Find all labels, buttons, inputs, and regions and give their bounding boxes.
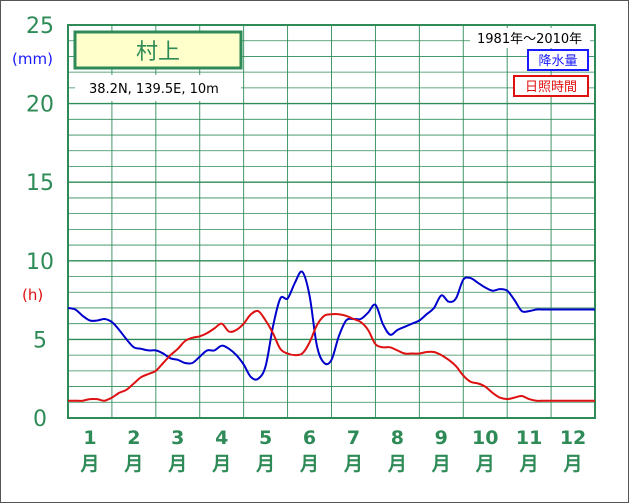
y-tick-label: 10	[26, 250, 54, 275]
legend-sun-label: 日照時間	[525, 80, 577, 95]
x-tick-month-number: 4	[215, 427, 228, 449]
precipitation-line	[67, 270, 595, 381]
x-axis-ticks: 1 月 2 月 3 月 4 月 5 月 6 月 7 月 8 月 9 月 10 月 11 月 12 月	[79, 427, 586, 475]
x-tick-month-unit: 月	[79, 453, 99, 475]
legend-sun-box	[513, 75, 589, 97]
chart-title: 村上	[136, 40, 180, 65]
x-tick-month-unit: 月	[387, 453, 407, 475]
x-tick-month-unit: 月	[563, 453, 583, 475]
y-unit-precip: (mm)	[12, 50, 53, 68]
x-tick-month-unit: 月	[519, 453, 539, 475]
title-box	[73, 30, 243, 70]
x-tick-month-number: 1	[83, 427, 96, 449]
y-axis-ticks: 25 20 15 10 5 0	[26, 14, 54, 432]
x-tick-month-number: 9	[435, 427, 448, 449]
x-tick-month-unit: 月	[167, 453, 187, 475]
x-tick-month-number: 6	[303, 427, 316, 449]
sunshine-line	[68, 309, 595, 402]
grid	[67, 24, 596, 419]
plot-frame	[67, 24, 596, 419]
legend-precip-box	[527, 49, 589, 71]
x-tick-month-number: 12	[560, 427, 586, 449]
legend: 1981年〜2010年 降水量 日照時間	[470, 28, 590, 97]
x-tick-month-number: 8	[391, 427, 404, 449]
station-coordinates: 38.2N, 139.5E, 10m	[89, 82, 219, 97]
x-tick-month-number: 10	[472, 427, 498, 449]
y-unit-sun: (h)	[22, 286, 43, 304]
y-tick-label: 25	[26, 14, 54, 39]
x-tick-month-number: 3	[171, 427, 184, 449]
period-box	[470, 28, 590, 48]
x-tick-month-number: 7	[347, 427, 360, 449]
station-info-box: 村上 38.2N, 139.5E, 10m	[73, 30, 243, 101]
x-tick-month-number: 5	[259, 427, 272, 449]
y-tick-label: 0	[33, 407, 47, 432]
coordinate-box	[75, 75, 241, 101]
period-label: 1981年〜2010年	[477, 32, 582, 47]
x-tick-month-unit: 月	[255, 453, 275, 475]
x-tick-month-unit: 月	[211, 453, 231, 475]
y-tick-label: 15	[26, 171, 54, 196]
series	[67, 270, 595, 402]
x-tick-month-unit: 月	[343, 453, 363, 475]
x-tick-month-unit: 月	[299, 453, 319, 475]
x-tick-month-unit: 月	[123, 453, 143, 475]
x-tick-month-number: 11	[516, 427, 542, 449]
x-tick-month-unit: 月	[431, 453, 451, 475]
x-tick-month-unit: 月	[475, 453, 495, 475]
legend-precip-label: 降水量	[538, 54, 577, 69]
y-tick-label: 5	[33, 328, 47, 353]
y-tick-label: 20	[26, 93, 54, 118]
x-tick-month-number: 2	[127, 427, 140, 449]
